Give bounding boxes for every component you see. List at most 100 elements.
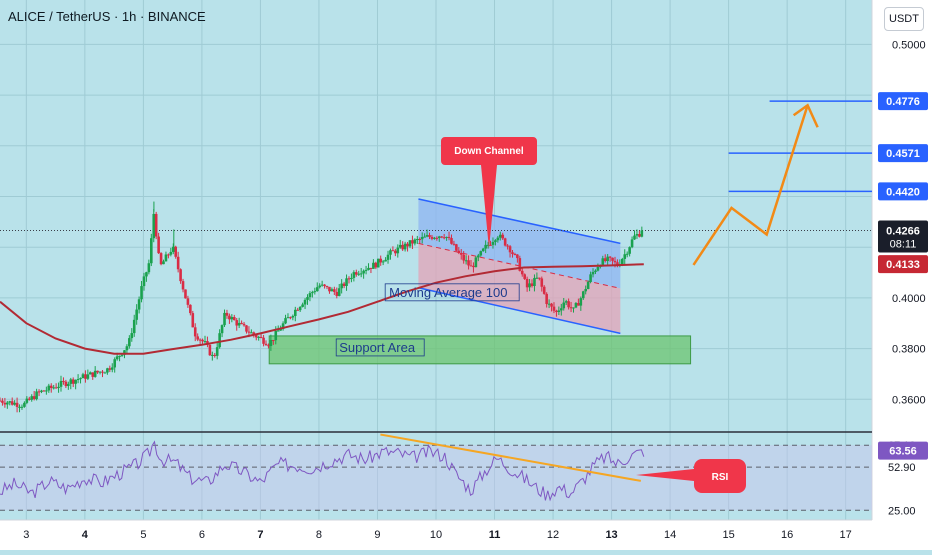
projection-path[interactable] (692, 104, 809, 266)
down-channel-callout-bubble[interactable] (441, 137, 537, 249)
candle-body (84, 374, 87, 379)
candle-body (291, 315, 295, 318)
candle-body (52, 387, 55, 389)
time-tick-label: 11 (489, 529, 501, 541)
rsi-trendline[interactable] (380, 433, 642, 482)
candle-body (169, 251, 173, 255)
time-tick-label: 17 (840, 529, 852, 541)
candle-body (345, 278, 348, 286)
candle-body (542, 286, 546, 294)
candle-body (306, 297, 309, 300)
channel-lower-line[interactable] (418, 287, 621, 335)
resistance-price-badge (878, 144, 928, 163)
rsi-callout-bubble[interactable] (636, 459, 746, 493)
rsi-pane[interactable]: RSI (0, 433, 872, 511)
price-tick-label: 0.3600 (892, 394, 926, 406)
candle-body (508, 246, 512, 253)
candle-body (437, 236, 441, 239)
time-tick-label: 14 (664, 529, 676, 541)
candle-body (564, 301, 568, 303)
candle-body (123, 350, 126, 355)
candle-body (603, 258, 607, 262)
candle-body (311, 292, 314, 294)
candle-body (418, 239, 422, 241)
candle-body (572, 307, 575, 309)
candle-body (303, 299, 307, 305)
candle-body (413, 239, 417, 244)
candle-body (623, 254, 627, 259)
candle-body (425, 235, 429, 237)
candle-body (601, 258, 605, 266)
candle-body (103, 372, 107, 374)
candle-body (520, 270, 524, 275)
symbol-title[interactable]: ALICE / TetherUS · 1h · BINANCE (8, 9, 206, 24)
candle-body (96, 370, 99, 373)
candle-body (81, 374, 85, 379)
candle-body (442, 237, 446, 239)
candle-body (171, 246, 175, 252)
down-channel-callout-text: Down Channel (454, 146, 524, 157)
candle-body (250, 332, 253, 334)
currency-unit-button[interactable]: USDT (884, 7, 924, 31)
candle-body (42, 390, 46, 392)
candle-body (15, 402, 19, 407)
candle-body (584, 289, 588, 292)
candle-body (184, 289, 187, 299)
time-tick-label: 16 (781, 529, 793, 541)
time-tick-label: 5 (140, 529, 146, 541)
candle-body (108, 368, 112, 370)
moving-average-line[interactable] (0, 263, 644, 355)
candle-body (13, 402, 16, 405)
resistance-price-badge (878, 182, 928, 201)
candle-body (501, 234, 505, 239)
candle-body (128, 338, 131, 347)
candle-body (208, 344, 212, 356)
candle-body (330, 289, 334, 292)
candle-body (486, 244, 490, 246)
candle-body (110, 367, 114, 370)
candle-body (64, 381, 68, 387)
candle-body (140, 286, 143, 300)
candle-body (481, 248, 485, 252)
rsi-line[interactable] (0, 440, 645, 502)
candle-body (88, 372, 92, 375)
candle-body (230, 317, 234, 320)
support-area-label-box (335, 338, 425, 357)
rsi-tick-label: 52.90 (888, 462, 916, 474)
candle-body (491, 241, 495, 245)
candle-body (352, 272, 356, 278)
candle-body (430, 236, 434, 239)
candle-body (223, 312, 226, 326)
candle-body (511, 252, 514, 254)
candle-body (557, 310, 561, 312)
candle-body (191, 313, 195, 328)
moving-average-label: Moving Average 100 (389, 285, 507, 300)
bar-countdown-label: 08:11 (890, 238, 917, 250)
candle-body (32, 396, 36, 400)
channel-upper-line[interactable] (418, 198, 621, 245)
candle-body (62, 380, 65, 382)
candle-body (538, 277, 541, 279)
time-axis[interactable]: 3 4 5 6 7 8 9 10 11 12 13 14 15 16 17 (23, 529, 852, 541)
candle-body (545, 293, 548, 304)
candle-body (369, 267, 373, 269)
rsi-value-badge (878, 441, 928, 460)
candle-body (540, 278, 544, 287)
candle-body (193, 327, 197, 337)
candle-body (218, 333, 221, 348)
candle-body (8, 401, 12, 403)
candle-body (281, 323, 285, 330)
price-scale[interactable]: 0.50000.40000.38000.360067.1052.9025.000… (878, 39, 928, 517)
candle-body (203, 341, 207, 343)
candle-body (201, 339, 204, 342)
candle-body (628, 247, 631, 254)
candle-body (333, 289, 336, 292)
support-area-zone[interactable] (268, 335, 692, 365)
candle-body (18, 406, 21, 408)
candle-body (440, 236, 444, 238)
candle-body (467, 260, 470, 266)
candle-body (247, 331, 251, 333)
candle-body (386, 254, 390, 260)
